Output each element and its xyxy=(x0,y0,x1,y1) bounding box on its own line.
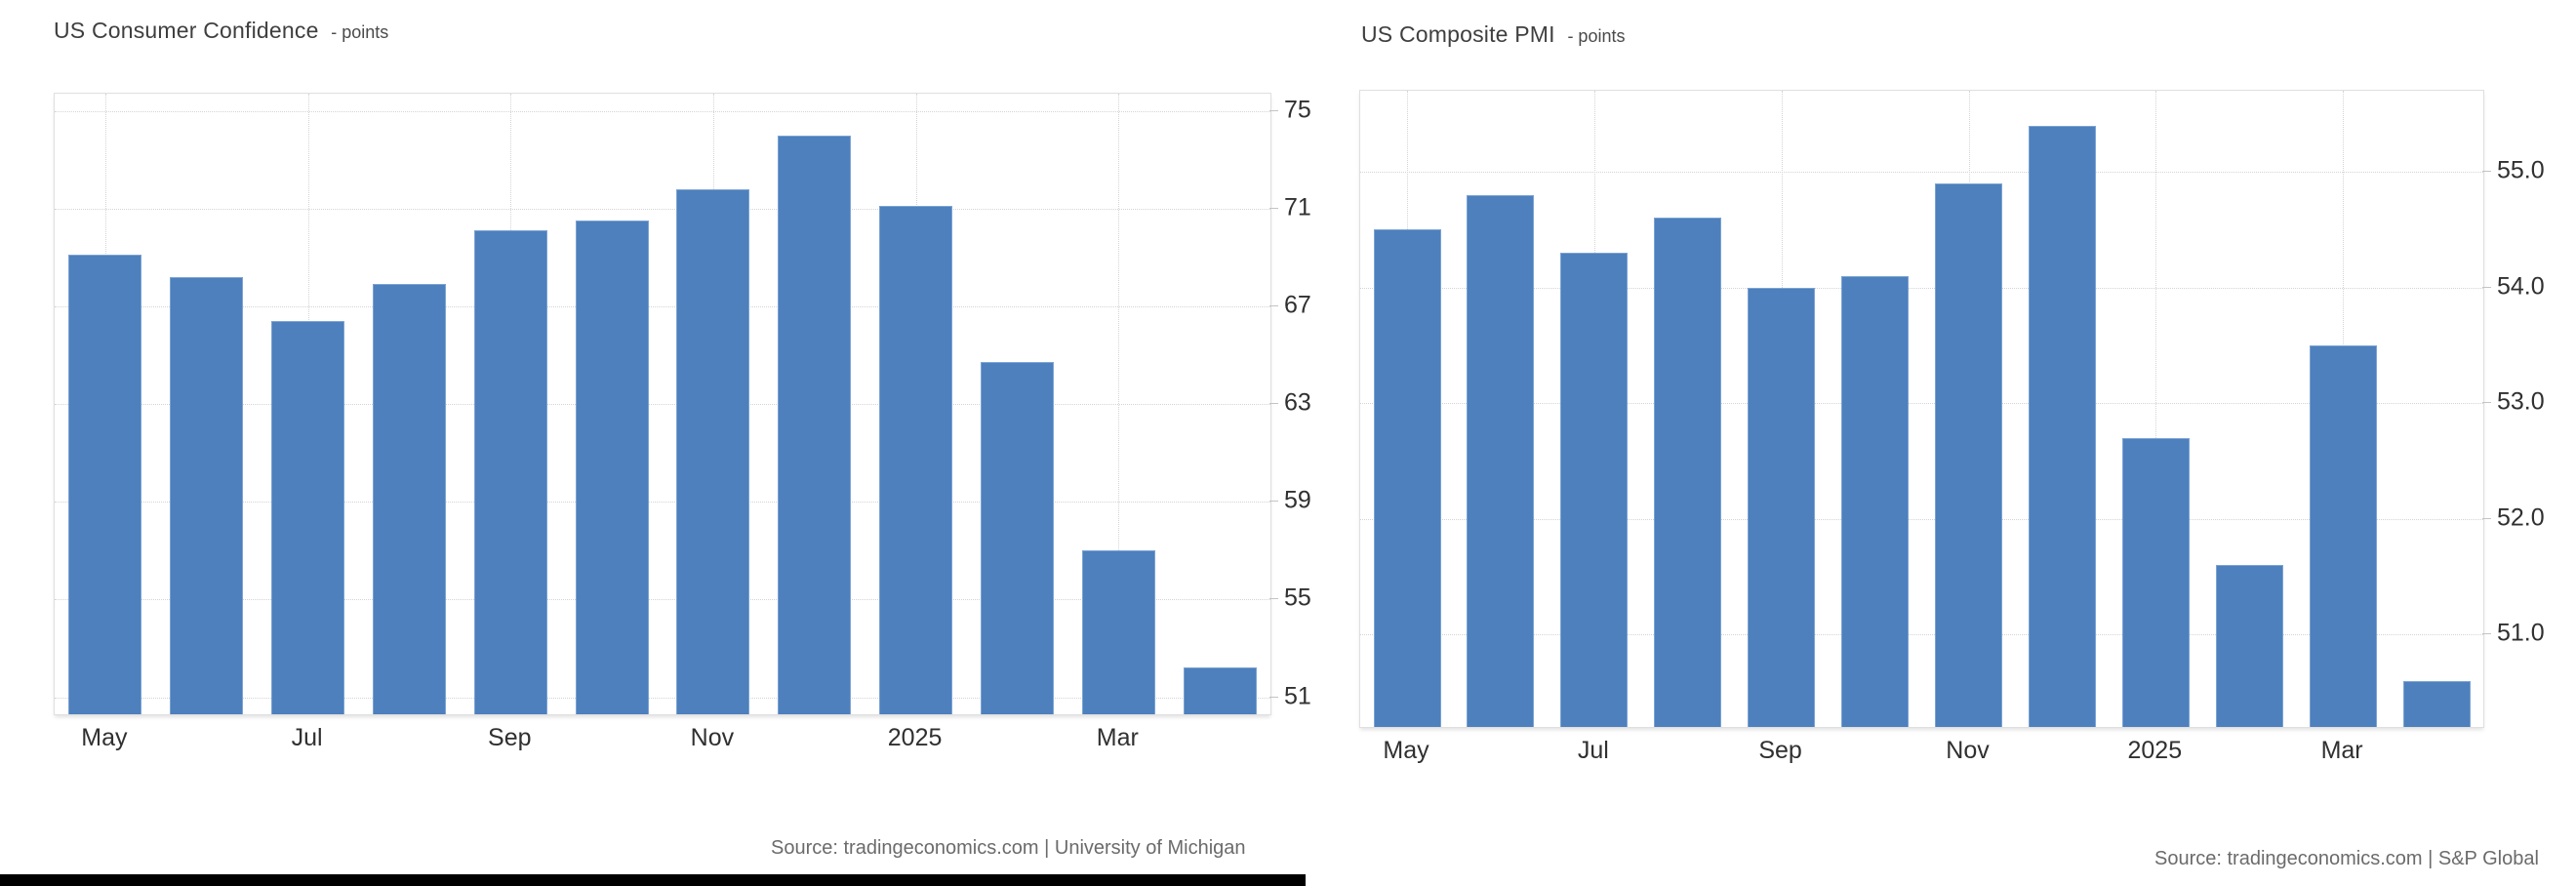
y-axis-tick-label: 63 xyxy=(1284,388,1311,417)
x-axis-tick-label: Nov xyxy=(690,724,735,751)
y-axis-tick xyxy=(1269,696,1278,698)
bar-apr-2025[interactable] xyxy=(2402,680,2471,727)
y-axis-tick-label: 59 xyxy=(1284,486,1311,514)
y-axis-tick xyxy=(2482,633,2491,635)
x-axis-tick-label: 2025 xyxy=(887,724,943,751)
gridline-vertical xyxy=(2155,91,2157,727)
bar-jun-2024[interactable] xyxy=(1467,194,1535,727)
x-axis-tick-label: Sep xyxy=(1758,737,1802,764)
source-attribution: Source: tradingeconomics.com | S&P Globa… xyxy=(2154,848,2539,869)
y-axis-tick-label: 51.0 xyxy=(2497,619,2545,647)
y-axis-tick xyxy=(1269,304,1278,306)
x-axis-tick-label: Mar xyxy=(2320,737,2363,764)
bottom-black-bar xyxy=(0,874,1306,886)
composite-pmi-panel: US Composite PMI - points 55.0 54.0 53.0 52… xyxy=(1356,0,2576,886)
bar-sep-2024[interactable] xyxy=(473,230,547,714)
x-axis-tick-label: Nov xyxy=(1946,737,1990,764)
plot-area[interactable] xyxy=(1359,90,2484,728)
y-axis-tick-label: 75 xyxy=(1284,96,1311,123)
y-axis-tick-label: 54.0 xyxy=(2497,272,2545,300)
x-axis-tick-label: May xyxy=(1383,737,1429,764)
plot-area[interactable] xyxy=(54,93,1271,715)
bar-jul-2024[interactable] xyxy=(1560,253,1629,727)
bar-may-2024[interactable] xyxy=(1373,229,1441,727)
bar-nov-2024[interactable] xyxy=(1935,182,2002,727)
y-axis-tick xyxy=(1269,501,1278,503)
gridline-horizontal xyxy=(1360,634,2483,636)
chart-subtitle-text: - points xyxy=(1567,26,1626,46)
x-axis-tick-label: Jul xyxy=(1577,737,1609,764)
y-axis-tick-label: 55 xyxy=(1284,584,1311,612)
x-axis-tick-label: Jul xyxy=(291,724,323,751)
gridline-horizontal xyxy=(55,697,1270,699)
gridline-horizontal xyxy=(55,404,1270,405)
gridline-vertical xyxy=(1118,94,1120,714)
y-axis-tick xyxy=(2482,402,2491,404)
chart-title-text: US Consumer Confidence xyxy=(54,18,319,43)
x-axis-tick-label: May xyxy=(81,724,128,751)
gridline-horizontal xyxy=(1360,403,2483,405)
chart-title-text: US Composite PMI xyxy=(1361,21,1555,47)
y-axis-tick xyxy=(1269,598,1278,600)
gridline-horizontal xyxy=(1360,518,2483,520)
y-axis-tick xyxy=(2482,286,2491,288)
bar-mar-2025[interactable] xyxy=(2309,344,2377,727)
chart-subtitle-text: - points xyxy=(331,22,389,42)
source-attribution: Source: tradingeconomics.com | Universit… xyxy=(771,837,1246,859)
y-axis-tick-label: 53.0 xyxy=(2497,387,2545,416)
y-axis-tick xyxy=(2482,171,2491,172)
y-axis-tick xyxy=(2482,517,2491,519)
gridline-horizontal xyxy=(55,208,1270,210)
gridline-horizontal xyxy=(1360,287,2483,289)
bar-jun-2024[interactable] xyxy=(170,276,244,714)
gridline-horizontal xyxy=(55,110,1270,112)
gridline-horizontal xyxy=(55,599,1270,601)
y-axis-tick xyxy=(1269,403,1278,404)
y-axis-tick-label: 71 xyxy=(1284,193,1311,222)
x-axis-tick-label: Sep xyxy=(488,724,532,751)
bar-feb-2025[interactable] xyxy=(2215,565,2283,727)
consumer-confidence-panel: US Consumer Confidence - points 75 71 67 63… xyxy=(54,18,1311,859)
y-axis-tick-label: 67 xyxy=(1284,291,1311,319)
bar-feb-2025[interactable] xyxy=(980,362,1054,714)
bar-aug-2024[interactable] xyxy=(1654,218,1722,727)
gridline-horizontal xyxy=(55,502,1270,503)
y-axis-tick xyxy=(1269,109,1278,111)
bar-jan-2025[interactable] xyxy=(879,206,953,714)
bar-oct-2024[interactable] xyxy=(1841,275,1909,727)
bar-apr-2025[interactable] xyxy=(1183,667,1257,714)
bar-oct-2024[interactable] xyxy=(575,221,649,714)
bar-jul-2024[interactable] xyxy=(271,320,345,714)
gridline-horizontal xyxy=(1360,172,2483,173)
bar-aug-2024[interactable] xyxy=(372,284,446,714)
bar-dec-2024[interactable] xyxy=(778,135,852,714)
x-axis-tick-label: 2025 xyxy=(2127,737,2183,764)
y-axis-tick-label: 51 xyxy=(1284,682,1311,709)
chart-title: US Consumer Confidence - points xyxy=(54,18,388,45)
bar-jan-2025[interactable] xyxy=(2121,437,2190,727)
x-axis-tick-label: Mar xyxy=(1096,724,1139,751)
bar-nov-2024[interactable] xyxy=(676,188,750,714)
bar-sep-2024[interactable] xyxy=(1748,287,1816,727)
bar-may-2024[interactable] xyxy=(68,255,142,714)
gridline-horizontal xyxy=(55,305,1270,307)
chart-title: US Composite PMI - points xyxy=(1361,21,1625,49)
y-axis-tick-label: 55.0 xyxy=(2497,156,2545,184)
y-axis-tick-label: 52.0 xyxy=(2497,503,2545,532)
bar-dec-2024[interactable] xyxy=(2028,125,2096,727)
bar-mar-2025[interactable] xyxy=(1081,550,1155,714)
y-axis-tick xyxy=(1269,207,1278,209)
